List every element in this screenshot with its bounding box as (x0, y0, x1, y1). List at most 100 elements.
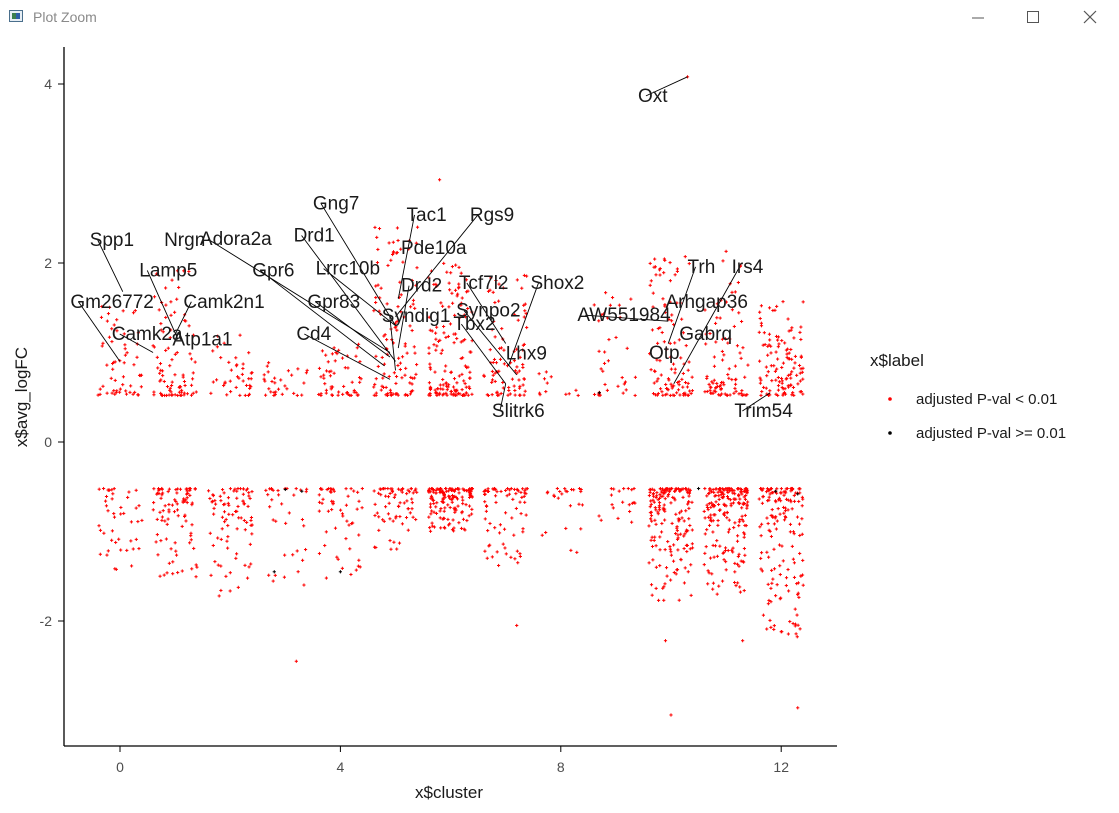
data-point-significant (673, 341, 677, 345)
data-point-significant (782, 511, 786, 515)
data-point-significant (184, 319, 188, 323)
data-point-significant (672, 570, 676, 575)
data-point-significant (603, 350, 607, 354)
data-point-significant (675, 391, 679, 395)
data-point-significant (518, 554, 522, 559)
data-point-significant (775, 367, 779, 371)
data-point-significant (372, 385, 376, 389)
data-point-significant (468, 350, 472, 354)
data-point-significant (797, 487, 801, 491)
data-point-significant (265, 364, 269, 368)
data-point-significant (772, 567, 777, 571)
data-point-significant (690, 375, 694, 379)
data-point-significant (470, 310, 474, 314)
data-point-significant (657, 496, 662, 501)
data-point-significant (242, 502, 246, 506)
data-point-significant (564, 392, 568, 396)
data-point-significant (717, 584, 721, 588)
data-point-significant (779, 499, 783, 503)
data-point-significant (739, 490, 743, 494)
data-point-significant (290, 373, 294, 377)
data-point-significant (518, 355, 522, 359)
data-point-significant (381, 376, 385, 380)
data-point-significant (455, 497, 460, 501)
data-point-significant (769, 486, 774, 491)
data-point-significant (222, 510, 227, 514)
data-point-significant (683, 255, 687, 259)
data-point-significant (723, 548, 728, 553)
data-point-significant (174, 549, 178, 553)
data-point-significant (262, 377, 266, 381)
data-point-significant (726, 496, 730, 501)
data-point-significant (767, 598, 771, 603)
data-point-significant (514, 506, 518, 511)
data-point-significant (484, 504, 489, 508)
data-point-significant (374, 393, 378, 397)
data-point-significant (780, 365, 784, 370)
data-point-significant (449, 497, 453, 502)
data-point-significant (235, 527, 239, 531)
data-point-significant (504, 552, 508, 556)
data-point-significant (778, 597, 782, 601)
minimize-button[interactable] (956, 5, 1000, 29)
data-point-significant (726, 530, 731, 534)
data-point-significant (616, 516, 620, 520)
data-point-significant (98, 528, 103, 532)
data-point-significant (267, 573, 271, 577)
data-point-significant (155, 532, 159, 537)
data-point-significant (324, 353, 328, 357)
data-point-significant (647, 524, 651, 528)
data-point-significant (194, 390, 198, 394)
data-point-significant (715, 384, 720, 388)
data-point-significant (234, 552, 239, 556)
data-point-significant (676, 388, 681, 392)
data-point-significant (395, 226, 400, 230)
data-point-significant (486, 289, 491, 293)
data-point-significant (774, 350, 778, 354)
data-point-significant (137, 504, 141, 508)
data-point-significant (713, 513, 717, 517)
data-point-significant (737, 552, 741, 556)
leader-line-camk2n1 (174, 301, 192, 335)
data-point-significant (670, 386, 674, 390)
data-point-significant (633, 375, 638, 379)
data-point-significant (428, 505, 433, 509)
data-point-significant (411, 389, 415, 393)
data-point-significant (112, 515, 117, 519)
data-point-significant (684, 509, 688, 513)
data-point-significant (159, 393, 164, 397)
data-point-significant (786, 347, 790, 351)
data-point-significant (782, 391, 787, 395)
data-point-significant (151, 344, 155, 348)
data-point-significant (211, 493, 215, 497)
leader-line-spp1 (97, 239, 124, 292)
data-point-significant (244, 383, 249, 388)
data-point-significant (112, 487, 116, 491)
data-point-significant (436, 339, 441, 343)
data-point-significant (338, 508, 343, 512)
data-point-significant (676, 486, 680, 491)
data-point-significant (797, 522, 802, 526)
data-point-significant (463, 338, 467, 342)
data-point-significant (686, 500, 691, 504)
data-point-significant (457, 521, 461, 525)
data-point-significant (383, 505, 388, 509)
data-point-significant (448, 322, 453, 326)
maximize-button[interactable] (1011, 5, 1055, 29)
data-point-significant (656, 391, 660, 396)
close-button[interactable] (1068, 5, 1112, 29)
data-point-significant (127, 490, 131, 494)
data-point-significant (389, 390, 393, 395)
gene-label-camk2a: Camk2a (112, 324, 183, 345)
data-point-significant (769, 351, 773, 355)
data-point-significant (487, 544, 491, 548)
data-point-significant (386, 495, 391, 499)
data-point-significant (666, 492, 671, 497)
data-point-significant (521, 348, 525, 352)
data-point-significant (394, 251, 398, 255)
data-point-significant (194, 563, 198, 567)
data-point-significant (324, 576, 328, 580)
data-point-significant (241, 379, 245, 383)
data-point-significant (707, 382, 711, 386)
data-point-significant (337, 390, 341, 394)
